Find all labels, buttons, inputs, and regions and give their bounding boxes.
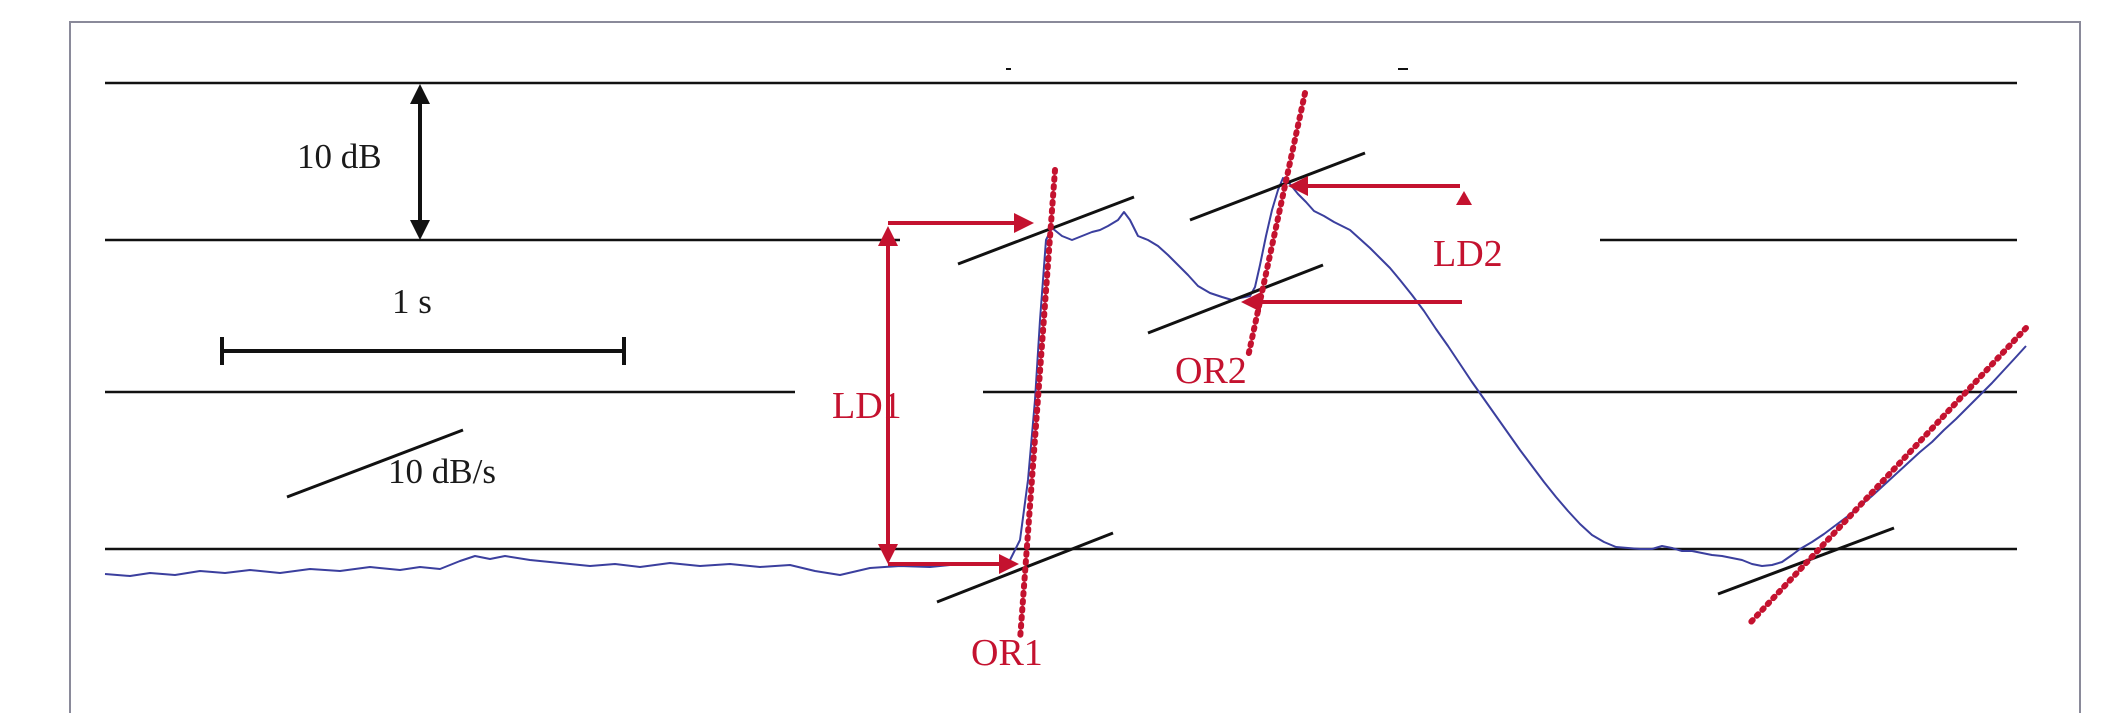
or1-dotted-line xyxy=(1017,167,1058,643)
ld2-marker-triangle xyxy=(1456,191,1472,205)
ld2-label: LD2 xyxy=(1433,233,1503,275)
db-scale-label: 10 dB xyxy=(297,137,382,176)
ld2-annotation xyxy=(1241,176,1462,312)
or1-label: OR1 xyxy=(971,632,1043,674)
tangent-or1-high xyxy=(957,195,1135,266)
time-scale-bar xyxy=(220,337,626,365)
slope-scale-line xyxy=(286,428,464,499)
slope-scale-label: 10 dB/s xyxy=(388,452,496,491)
onset-rate-lines xyxy=(1017,90,2029,643)
level-grid-lines xyxy=(105,68,2017,551)
ld1-annotation xyxy=(878,213,1034,574)
time-scale-label: 1 s xyxy=(392,282,432,321)
or2-dotted-line xyxy=(1245,90,1308,360)
or2-label: OR2 xyxy=(1175,350,1247,392)
or3-dotted-line xyxy=(1747,325,2029,626)
tangent-or2-low xyxy=(1147,263,1324,335)
signal-trace xyxy=(104,177,2027,577)
tangent-or2-high xyxy=(1189,151,1366,222)
ld1-label: LD1 xyxy=(832,385,902,427)
scale-legend: 10 dB 1 s 10 dB/s xyxy=(220,84,626,499)
